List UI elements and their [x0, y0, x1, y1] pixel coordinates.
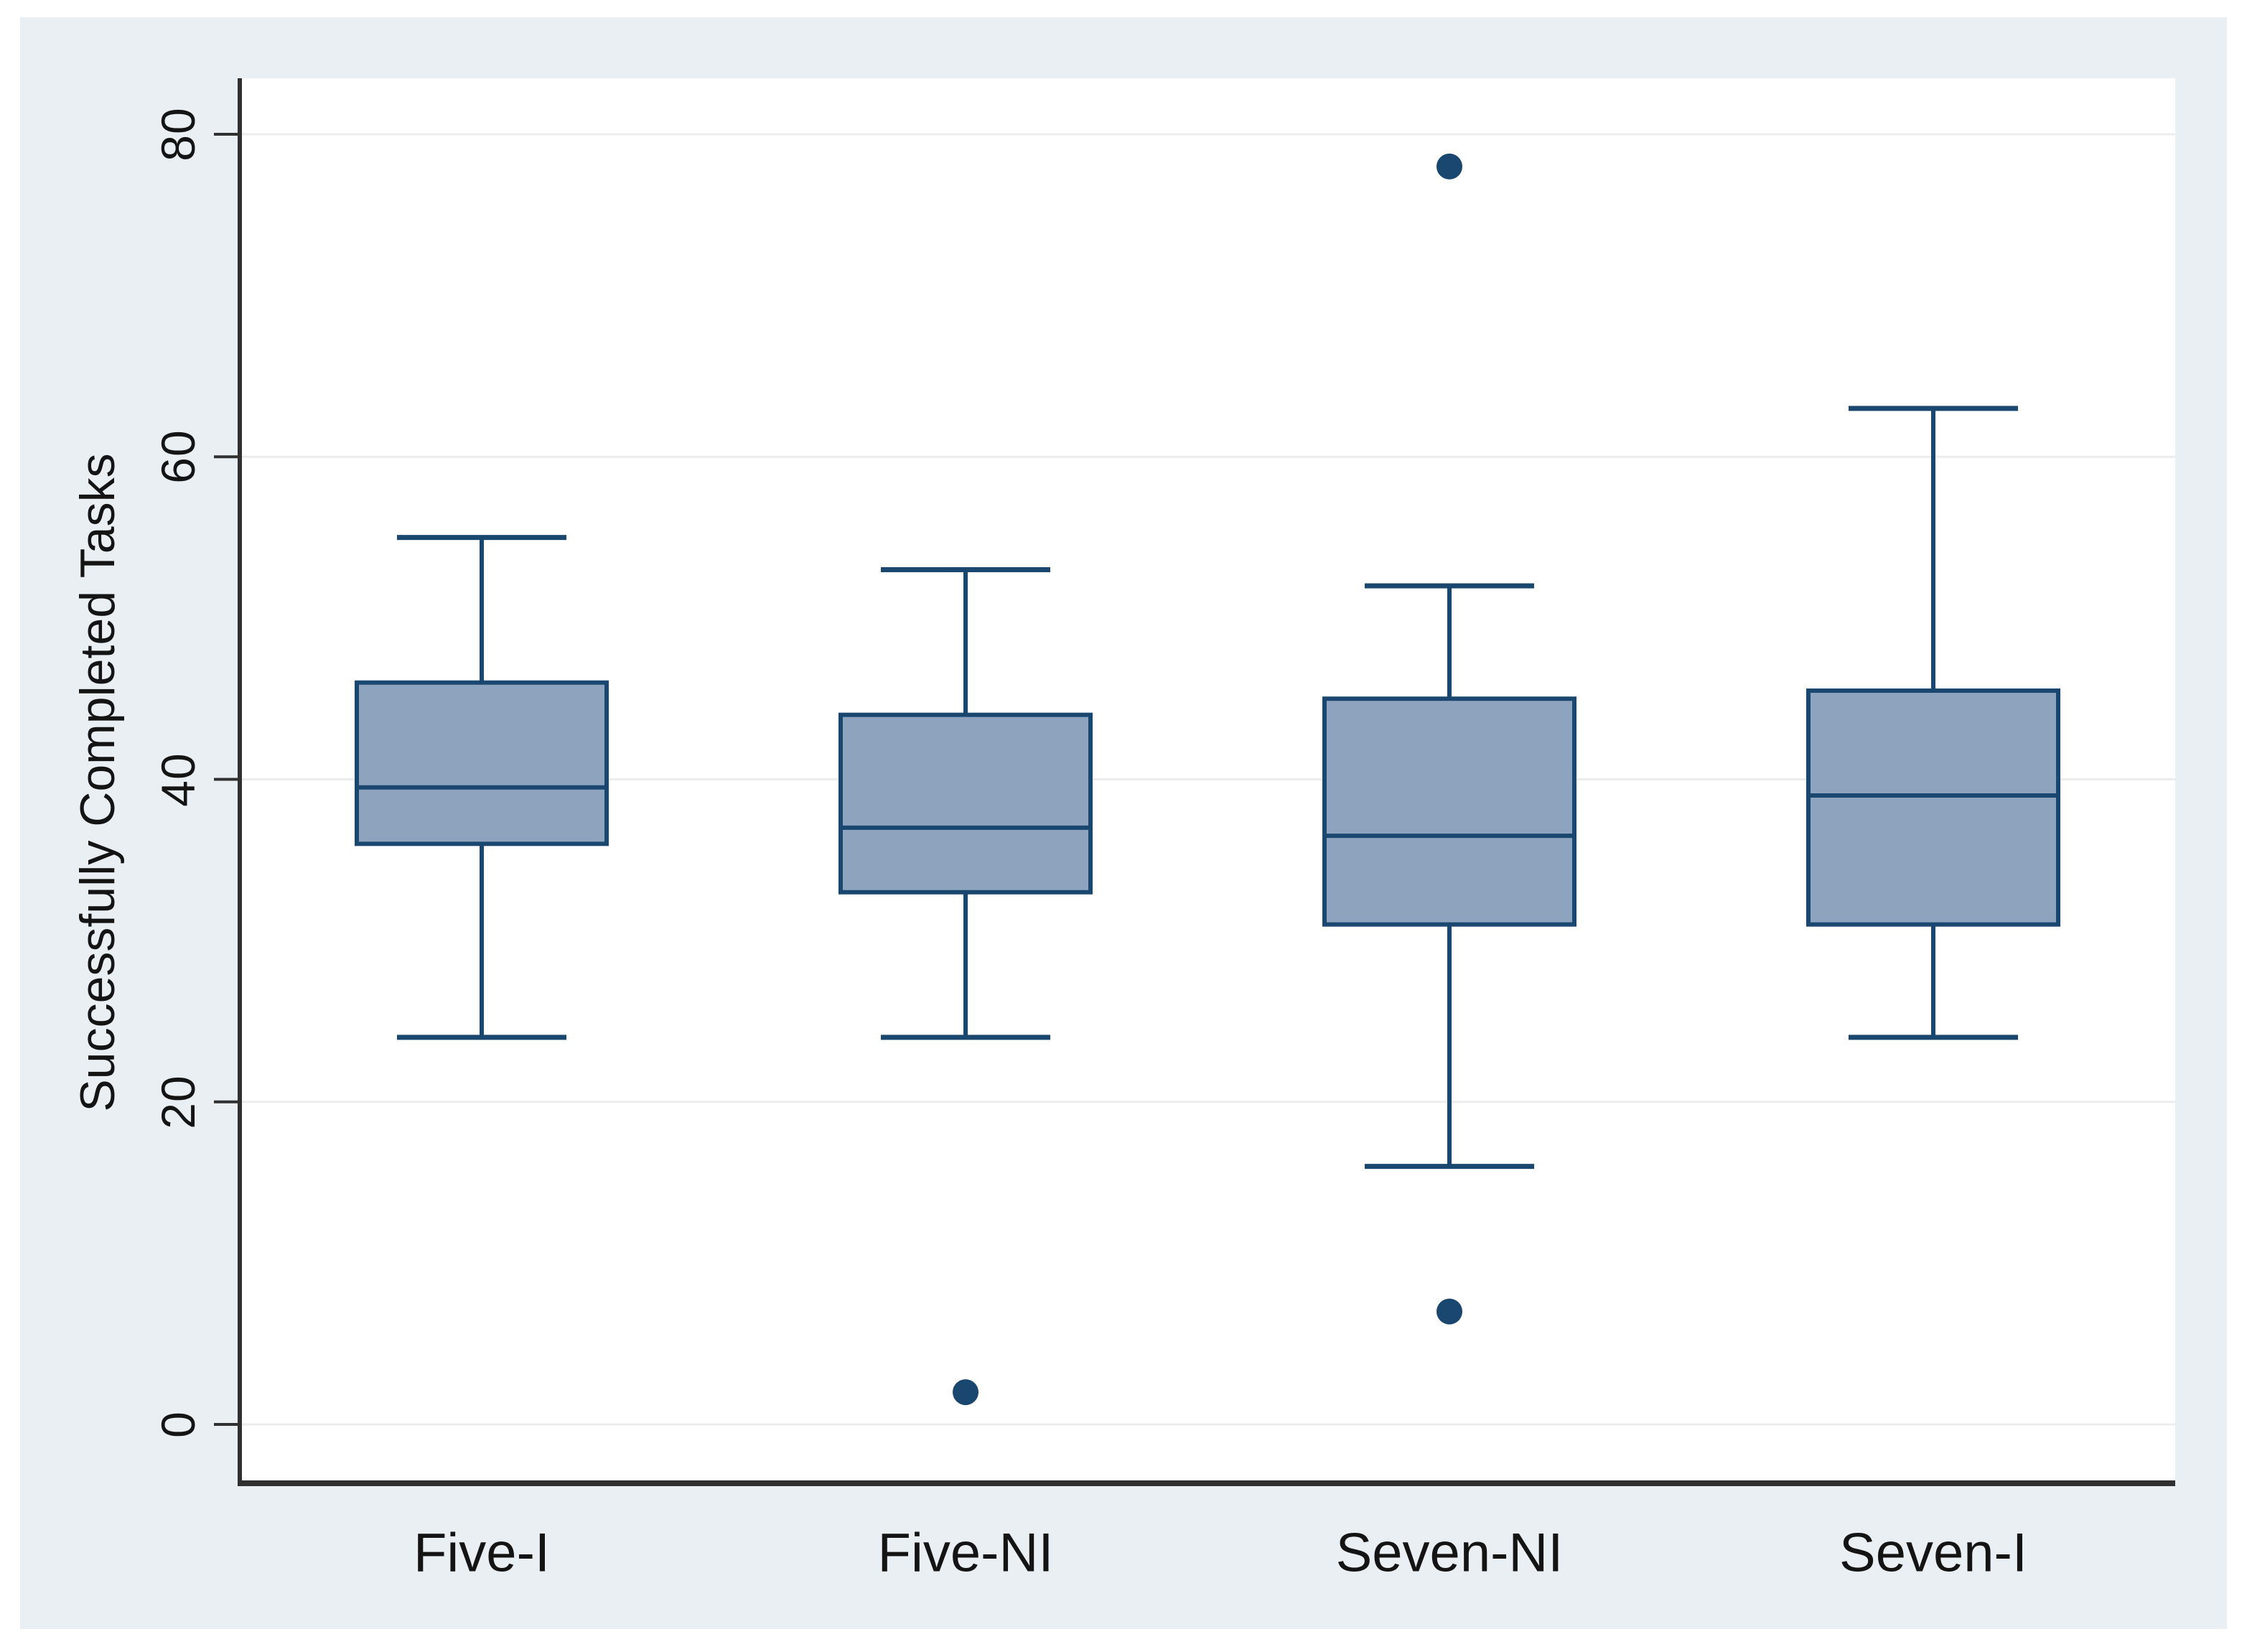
box-Five-I	[355, 680, 609, 846]
x-category-label-Seven-NI: Seven-NI	[1335, 1522, 1564, 1584]
box-Seven-I	[1806, 688, 2060, 927]
y-tick-label-80: 80	[151, 107, 205, 162]
box-Seven-NI	[1322, 696, 1576, 927]
y-axis-title: Successfully Completed Tasks	[70, 453, 125, 1112]
outlier-Seven-NI-7	[1437, 1298, 1462, 1325]
x-category-label-Seven-I: Seven-I	[1839, 1522, 2027, 1584]
x-category-label-Five-NI: Five-NI	[877, 1522, 1054, 1584]
y-tick-label-40: 40	[151, 752, 205, 807]
outlier-Five-NI-2	[953, 1379, 978, 1406]
y-tick-label-20: 20	[151, 1075, 205, 1129]
box-Five-NI	[838, 712, 1093, 895]
y-tick-label-60: 60	[151, 429, 205, 484]
y-tick-label-0: 0	[151, 1411, 205, 1438]
x-category-label-Five-I: Five-I	[414, 1522, 550, 1584]
outlier-Seven-NI-78	[1437, 153, 1462, 179]
